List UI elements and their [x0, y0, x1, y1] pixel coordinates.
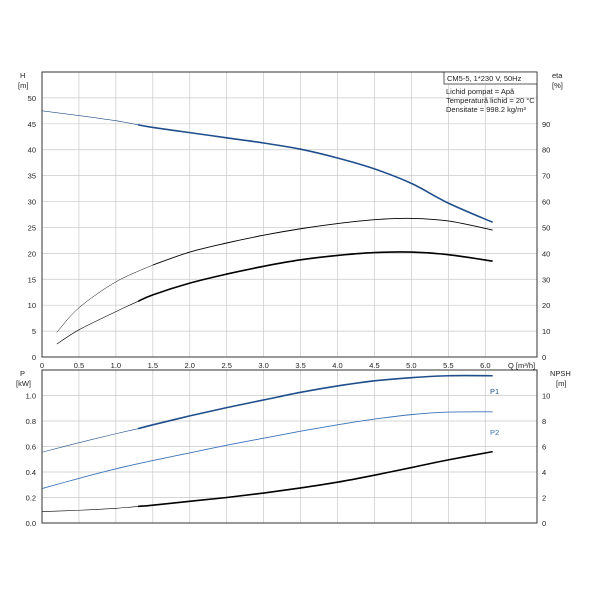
x-tick-label: 1.5	[148, 361, 158, 370]
series-line-npsh-thin	[41, 506, 139, 512]
top-y2-tick-label: 0	[542, 353, 546, 362]
info-line-temperature: Temperatură lichid = 20 °C	[446, 96, 535, 105]
top-y-tick-label: 20	[28, 249, 36, 258]
bottom-y-tick-label: 1.0	[26, 392, 36, 401]
top-y-axis-title: H	[20, 71, 25, 80]
info-title-box	[443, 71, 538, 85]
series-line-h-thin	[41, 110, 139, 126]
series-label-p1: P1	[490, 387, 499, 396]
bottom-plot-frame	[41, 369, 538, 524]
top-series-layer	[41, 110, 493, 345]
bottom-y2-tick-label: 8	[542, 417, 546, 426]
top-y2-axis-title: eta	[552, 71, 563, 80]
top-y2-tick-label: 70	[542, 172, 550, 181]
info-box: CM5-5, 1*230 V, 50Hz Lichid pompat = Apă…	[443, 71, 538, 114]
top-y-tick-label: 0	[32, 353, 36, 362]
bottom-y-tick-label: 0.6	[26, 443, 36, 452]
info-line-fluid: Lichid pompat = Apă	[446, 87, 515, 96]
bottom-y2-tick-label: 2	[542, 494, 546, 503]
bottom-y2-tick-labels: 0 2 4 6 8 10	[542, 392, 550, 529]
bottom-y-tick-labels: 0.0 0.2 0.4 0.6 0.8 1.0	[26, 392, 36, 529]
bottom-y-tick-label: 0.8	[26, 417, 36, 426]
series-line-eta_thin-thin	[56, 264, 153, 333]
x-tick-label: 1.0	[111, 361, 121, 370]
power-npsh-panel: 0.0 0.2 0.4 0.6 0.8 1.0 0 2 4 6 8 10 P [kW] NPSH […	[16, 369, 571, 528]
top-y-axis-unit: [m]	[18, 81, 28, 90]
top-y-tick-label: 10	[28, 301, 36, 310]
bottom-y-tick-label: 0.2	[26, 494, 36, 503]
top-y2-tick-label: 10	[542, 327, 550, 336]
bottom-y-tick-label: 0.4	[26, 468, 36, 477]
x-tick-label: 4.0	[332, 361, 342, 370]
top-y2-tick-label: 20	[542, 301, 550, 310]
bottom-y2-tick-label: 10	[542, 392, 550, 401]
top-y2-tick-label: 60	[542, 198, 550, 207]
top-y-tick-label: 25	[28, 223, 36, 232]
bottom-grid	[41, 370, 537, 524]
top-y2-tick-label: 80	[542, 146, 550, 155]
bottom-y2-tick-label: 4	[542, 468, 546, 477]
x-tick-label: 0	[40, 361, 44, 370]
head-efficiency-panel: 0 5 10 15 20 25 30 35 40 45 50 0 10 20 30 40 50 60 70 80 90…	[18, 71, 563, 370]
x-tick-label: 2.5	[221, 361, 231, 370]
top-y-tick-label: 45	[28, 120, 36, 129]
top-y2-tick-label: 50	[542, 223, 550, 232]
top-y2-tick-label: 40	[542, 249, 550, 258]
x-tick-label: 3.5	[295, 361, 305, 370]
top-y-tick-label: 50	[28, 94, 36, 103]
top-y2-tick-label: 30	[542, 275, 550, 284]
top-y-tick-label: 15	[28, 275, 36, 284]
x-tick-label: 2.0	[185, 361, 195, 370]
top-x-tick-labels: 0 0.5 1.0 1.5 2.0 2.5 3.0 3.5 4.0 4.5 5.0 5.5 6.0	[40, 361, 491, 370]
series-line-eta_thick	[137, 251, 493, 303]
info-line-density: Densitate = 998.2 kg/m³	[446, 105, 526, 114]
series-label-p2: P2	[490, 428, 499, 437]
top-y2-tick-label: 90	[542, 120, 550, 129]
bottom-y2-axis-unit: [m]	[556, 379, 566, 388]
series-line-eta_thin	[152, 217, 493, 266]
series-line-h	[137, 124, 493, 224]
top-y-tick-labels: 0 5 10 15 20 25 30 35 40 45 50	[28, 94, 36, 362]
bottom-y2-axis-title: NPSH	[550, 369, 571, 378]
top-plot-frame	[41, 71, 538, 358]
bottom-y2-tick-label: 0	[542, 519, 546, 528]
x-tick-label: 5.5	[443, 361, 453, 370]
series-line-eta_thick-thin	[56, 301, 139, 345]
top-y2-tick-labels: 0 10 20 30 40 50 60 70 80 90	[542, 120, 550, 362]
x-axis-title: Q [m³/h]	[508, 361, 535, 370]
bottom-y-axis-title: P	[20, 369, 25, 378]
x-tick-label: 5.0	[406, 361, 416, 370]
top-y-tick-label: 5	[32, 327, 36, 336]
top-y2-axis-unit: [%]	[552, 81, 563, 90]
top-y-tick-label: 35	[28, 172, 36, 181]
series-line-p2	[41, 411, 493, 490]
series-line-npsh	[137, 450, 493, 508]
series-line-p1-thin	[41, 428, 139, 453]
bottom-y2-tick-label: 6	[542, 443, 546, 452]
top-grid	[41, 72, 537, 358]
bottom-y-tick-label: 0.0	[26, 519, 36, 528]
series-line-p1	[137, 374, 493, 430]
top-y-tick-label: 30	[28, 198, 36, 207]
x-tick-label: 3.0	[258, 361, 268, 370]
x-tick-label: 6.0	[480, 361, 490, 370]
top-y-tick-label: 40	[28, 146, 36, 155]
bottom-series-layer	[41, 374, 493, 512]
x-tick-label: 0.5	[74, 361, 84, 370]
bottom-y-axis-unit: [kW]	[16, 379, 31, 388]
x-tick-label: 4.5	[369, 361, 379, 370]
chart-title: CM5-5, 1*230 V, 50Hz	[447, 74, 522, 83]
